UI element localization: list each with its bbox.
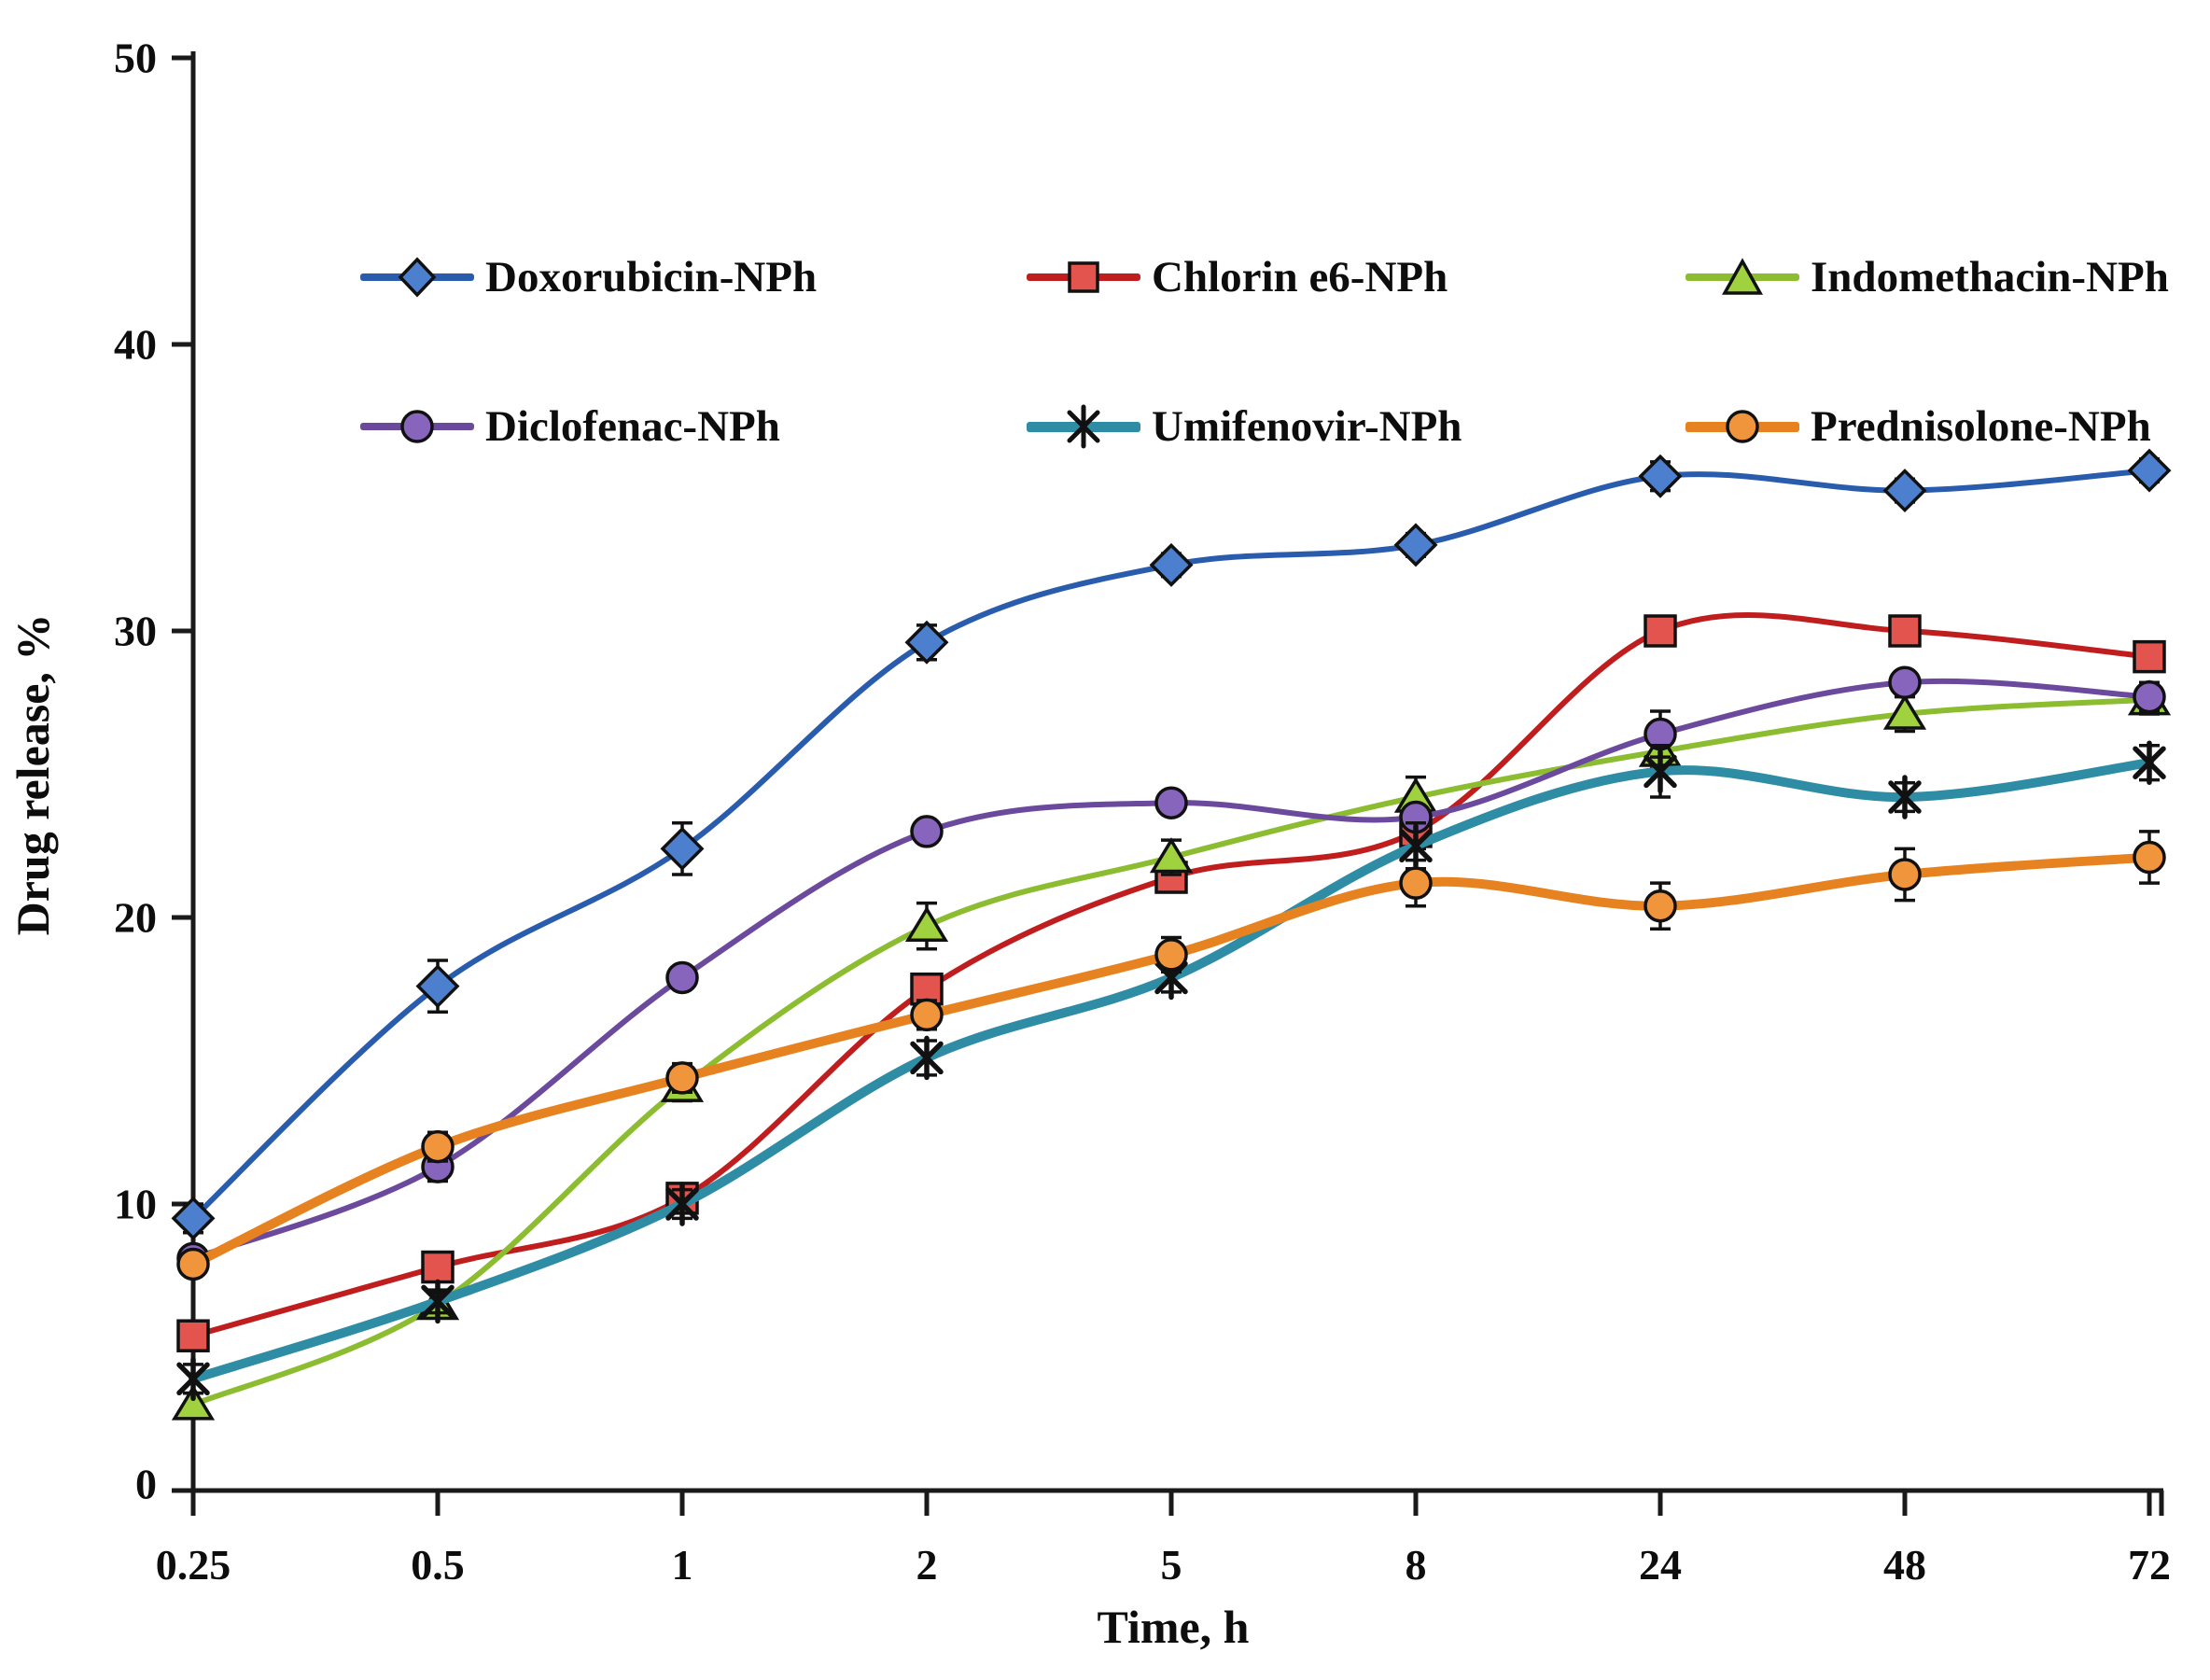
- legend-circle-icon: [1726, 410, 1759, 443]
- x-axis-title: Time, h: [1098, 1601, 1250, 1653]
- legend-label: Indomethacin-NPh: [1811, 252, 2169, 301]
- x-tick-0-5: 0.5: [411, 1541, 465, 1589]
- legend-item-chlorin-e6-nph: Chlorin e6-NPh: [1027, 253, 1448, 301]
- legend-label: Prednisolone-NPh: [1811, 401, 2151, 451]
- x-tick-24: 24: [1639, 1541, 1682, 1589]
- y-axis-tick-labels: 50 40 30 20 10 0: [114, 35, 157, 1508]
- prednisolone-nph-line: [189, 852, 2154, 1269]
- legend-square-icon: [1068, 261, 1099, 293]
- y-tick-40: 40: [114, 321, 157, 369]
- prednisolone-nph-markers: [176, 840, 2166, 1281]
- x-tick-1: 1: [672, 1541, 693, 1589]
- doxorubicin-nph-line: [190, 468, 2152, 1222]
- x-tick-0-25: 0.25: [156, 1541, 231, 1589]
- legend-item-doxorubicin-nph: Doxorubicin-NPh: [360, 253, 817, 301]
- legend-line-umifenovir: [1027, 404, 1140, 449]
- series-layer: [171, 448, 2172, 1421]
- x-tick-8: 8: [1406, 1541, 1427, 1589]
- x-tick-5: 5: [1161, 1541, 1182, 1589]
- x-tick-72: 72: [2128, 1541, 2171, 1589]
- y-axis-title: Drug release, %: [7, 614, 59, 936]
- y-tick-10: 10: [114, 1181, 157, 1228]
- legend-line-indomethacin: [1685, 258, 1799, 295]
- y-tick-marks: [172, 55, 193, 1493]
- y-tick-50: 50: [114, 35, 157, 82]
- doxorubicin-nph-markers: [171, 448, 2172, 1240]
- legend-item-prednisolone-nph: Prednisolone-NPh: [1685, 402, 2151, 451]
- legend-item-indomethacin-nph: Indomethacin-NPh: [1685, 253, 2169, 301]
- legend-label: Umifenovir-NPh: [1152, 401, 1462, 451]
- y-tick-20: 20: [114, 894, 157, 942]
- legend-label: Doxorubicin-NPh: [485, 252, 818, 301]
- legend-line-prednisolone: [1685, 410, 1799, 443]
- legend-label: Diclofenac-NPh: [485, 401, 780, 451]
- legend-asterisk-icon: [1067, 404, 1100, 449]
- series-doxorubicin-nph: [171, 448, 2172, 1240]
- y-tick-0: 0: [135, 1461, 157, 1508]
- series-umifenovir-nph: [176, 740, 2166, 1402]
- legend-diamond-icon: [398, 257, 437, 298]
- legend-circle-icon: [400, 410, 434, 443]
- legend-label: Chlorin e6-NPh: [1152, 252, 1448, 301]
- legend-line-diclofenac: [360, 410, 474, 443]
- legend-line-chlorin: [1027, 261, 1140, 293]
- x-tick-48: 48: [1883, 1541, 1926, 1589]
- legend-item-diclofenac-nph: Diclofenac-NPh: [360, 402, 780, 451]
- x-tick-2: 2: [916, 1541, 938, 1589]
- legend-triangle-icon: [1722, 258, 1763, 295]
- x-axis-tick-labels: 0.25 0.5 1 2 5 8 24 48 72: [156, 1541, 2171, 1589]
- legend-line-doxorubicin: [360, 257, 474, 298]
- series-prednisolone-nph: [176, 830, 2166, 1281]
- prednisolone-nph-error-bars: [183, 830, 2160, 1278]
- legend-item-umifenovir-nph: Umifenovir-NPh: [1027, 402, 1462, 451]
- y-tick-30: 30: [114, 608, 157, 655]
- x-tick-marks: [190, 1491, 2164, 1516]
